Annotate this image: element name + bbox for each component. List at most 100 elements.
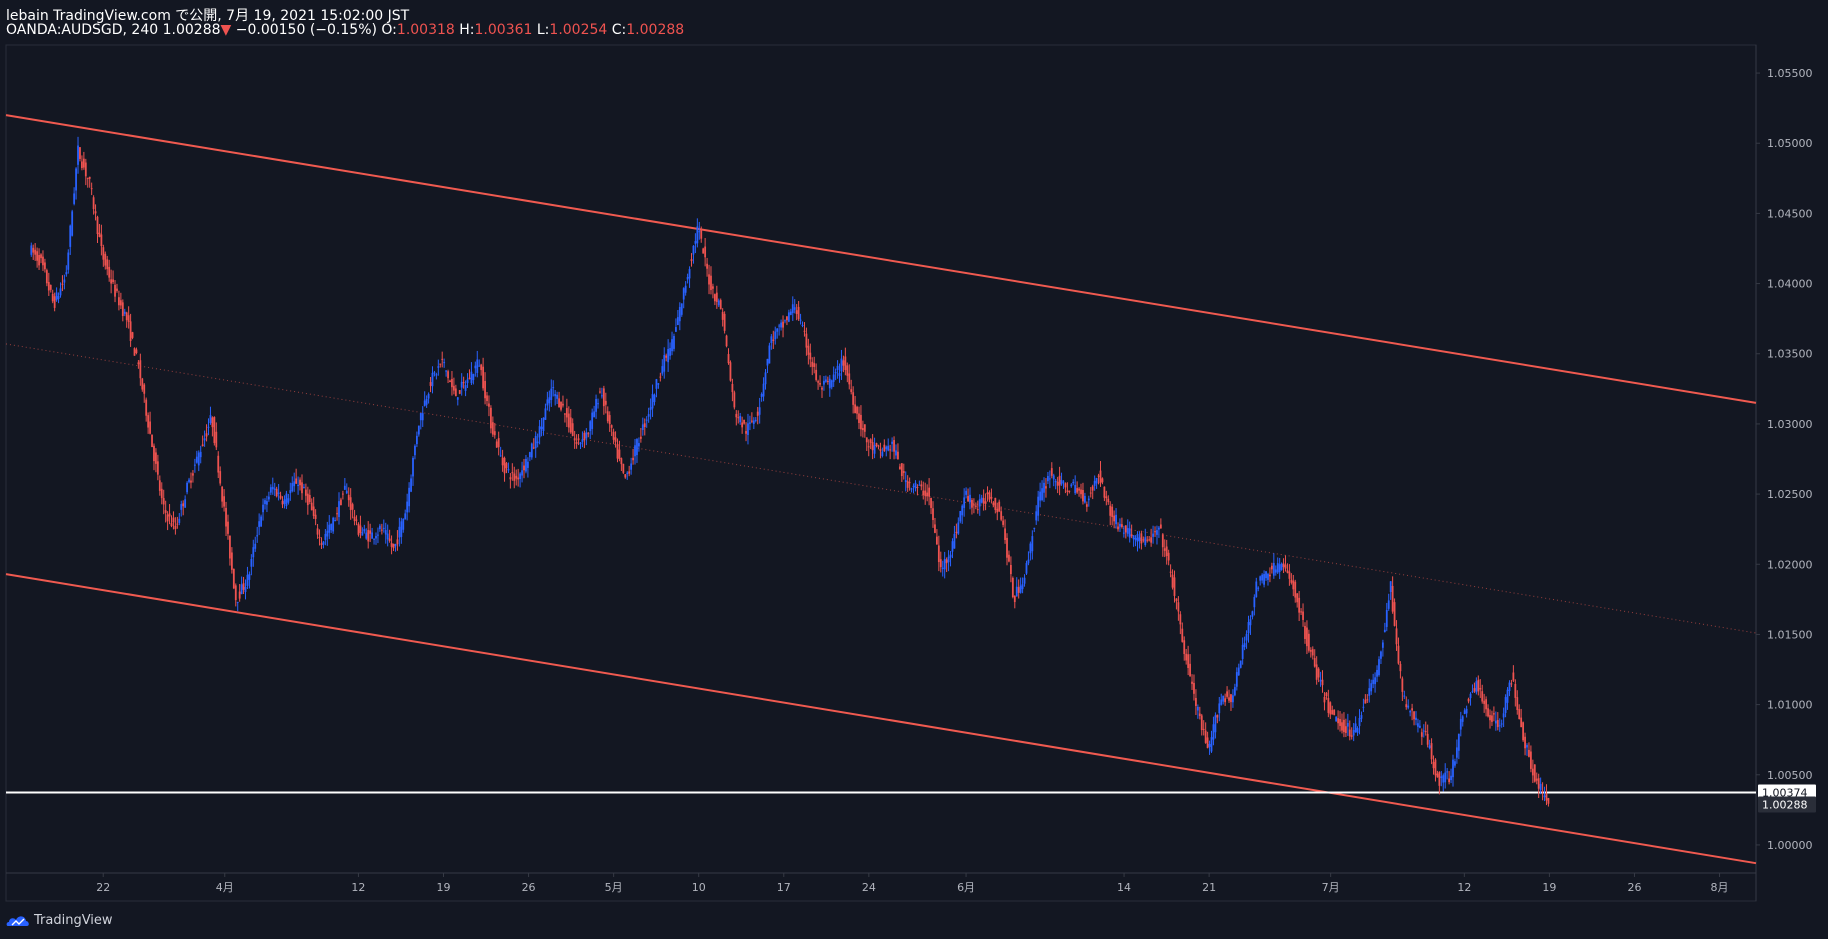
candle-body	[595, 399, 597, 412]
price-tick-label: 1.02000	[1767, 558, 1813, 571]
candle-body	[930, 497, 932, 508]
candle-body	[657, 383, 660, 385]
candle-body	[303, 486, 305, 489]
candle-body	[252, 547, 255, 558]
candle-body	[1089, 492, 1092, 494]
candle-body	[507, 468, 510, 471]
candle-body	[1343, 719, 1345, 733]
candle-body	[832, 374, 835, 382]
candle-body	[1418, 725, 1421, 728]
candle-body	[554, 394, 557, 397]
candle-body	[82, 158, 85, 168]
candle-body	[1364, 699, 1367, 704]
candle-body	[199, 451, 202, 458]
candle-body	[873, 445, 876, 454]
candle-body	[320, 543, 323, 545]
candle-body	[419, 413, 422, 421]
candle-body	[44, 262, 46, 270]
candle-body	[98, 232, 101, 237]
candle-body	[688, 269, 691, 279]
candle-body	[1091, 486, 1094, 491]
candle-body	[192, 473, 194, 476]
candle-body	[675, 327, 677, 332]
candle-body	[1082, 489, 1084, 502]
candle-body	[932, 508, 934, 521]
candle-body	[1148, 539, 1151, 541]
candle-body	[227, 521, 229, 534]
candle-body	[1381, 642, 1384, 648]
candle-body	[935, 536, 938, 545]
candle-body	[990, 496, 993, 499]
candle-body	[160, 488, 163, 499]
candle-body	[1430, 743, 1433, 760]
candle-body	[164, 510, 167, 513]
candle-body	[367, 530, 370, 542]
candle-body	[145, 399, 148, 416]
candle-body	[279, 495, 282, 499]
candle-body	[525, 458, 527, 472]
candle-body	[1528, 749, 1530, 757]
candle-body	[959, 510, 962, 522]
candle-body	[934, 524, 936, 533]
candle-body	[1448, 778, 1451, 783]
candle-body	[1467, 698, 1470, 702]
price-label-box	[1758, 784, 1816, 801]
candle-body	[854, 404, 856, 414]
price-tick-label: 1.04500	[1767, 207, 1813, 220]
candle-body	[114, 284, 116, 297]
candle-body	[1337, 718, 1339, 724]
candle-body	[626, 472, 629, 475]
candle-body	[205, 433, 208, 437]
candle-body	[178, 518, 181, 523]
candle-body	[1218, 703, 1221, 714]
candle-body	[67, 252, 70, 270]
candle-body	[521, 470, 523, 476]
candle-body	[891, 441, 894, 444]
candle-body	[889, 449, 892, 451]
candle-body	[1344, 726, 1347, 733]
candle-body	[412, 458, 414, 477]
candle-body	[585, 432, 588, 439]
candle-body	[386, 533, 389, 540]
candle-body	[1117, 526, 1119, 530]
candle-body	[328, 524, 331, 533]
price-tick-label: 1.03000	[1767, 418, 1813, 431]
candle-body	[1216, 714, 1219, 718]
candle-body	[1144, 537, 1147, 546]
candle-body	[1095, 478, 1098, 484]
candle-body	[704, 246, 707, 258]
candle-body	[729, 362, 732, 381]
tradingview-logo[interactable]: TradingView	[6, 911, 113, 929]
candle-body	[1017, 587, 1020, 593]
candle-body	[378, 525, 381, 530]
candle-body	[1183, 640, 1186, 654]
candle-body	[898, 466, 901, 470]
candle-body	[758, 407, 761, 415]
candle-body	[824, 379, 827, 382]
candle-body	[338, 501, 340, 518]
candle-body	[1321, 679, 1324, 686]
candle-body	[1391, 585, 1394, 612]
candle-body	[1263, 574, 1265, 585]
candle-body	[1311, 649, 1314, 656]
open-value: 1.00318	[396, 22, 455, 38]
candle-body	[1115, 514, 1117, 525]
candle-body	[1354, 723, 1357, 733]
candle-body	[690, 259, 693, 262]
candle-body	[1185, 653, 1188, 661]
candle-body	[232, 569, 235, 589]
candle-body	[88, 176, 91, 179]
candle-body	[371, 532, 374, 539]
candle-body	[581, 439, 584, 442]
candle-body	[616, 444, 619, 459]
candle-body	[281, 500, 284, 505]
candle-body	[211, 417, 214, 428]
candle-body	[1333, 709, 1336, 715]
candle-body	[614, 437, 617, 442]
candle-body	[844, 356, 847, 371]
time-tick-label: 5月	[605, 881, 623, 894]
candle-body	[100, 234, 103, 246]
candle-body	[963, 497, 966, 508]
candle-body	[949, 554, 952, 558]
